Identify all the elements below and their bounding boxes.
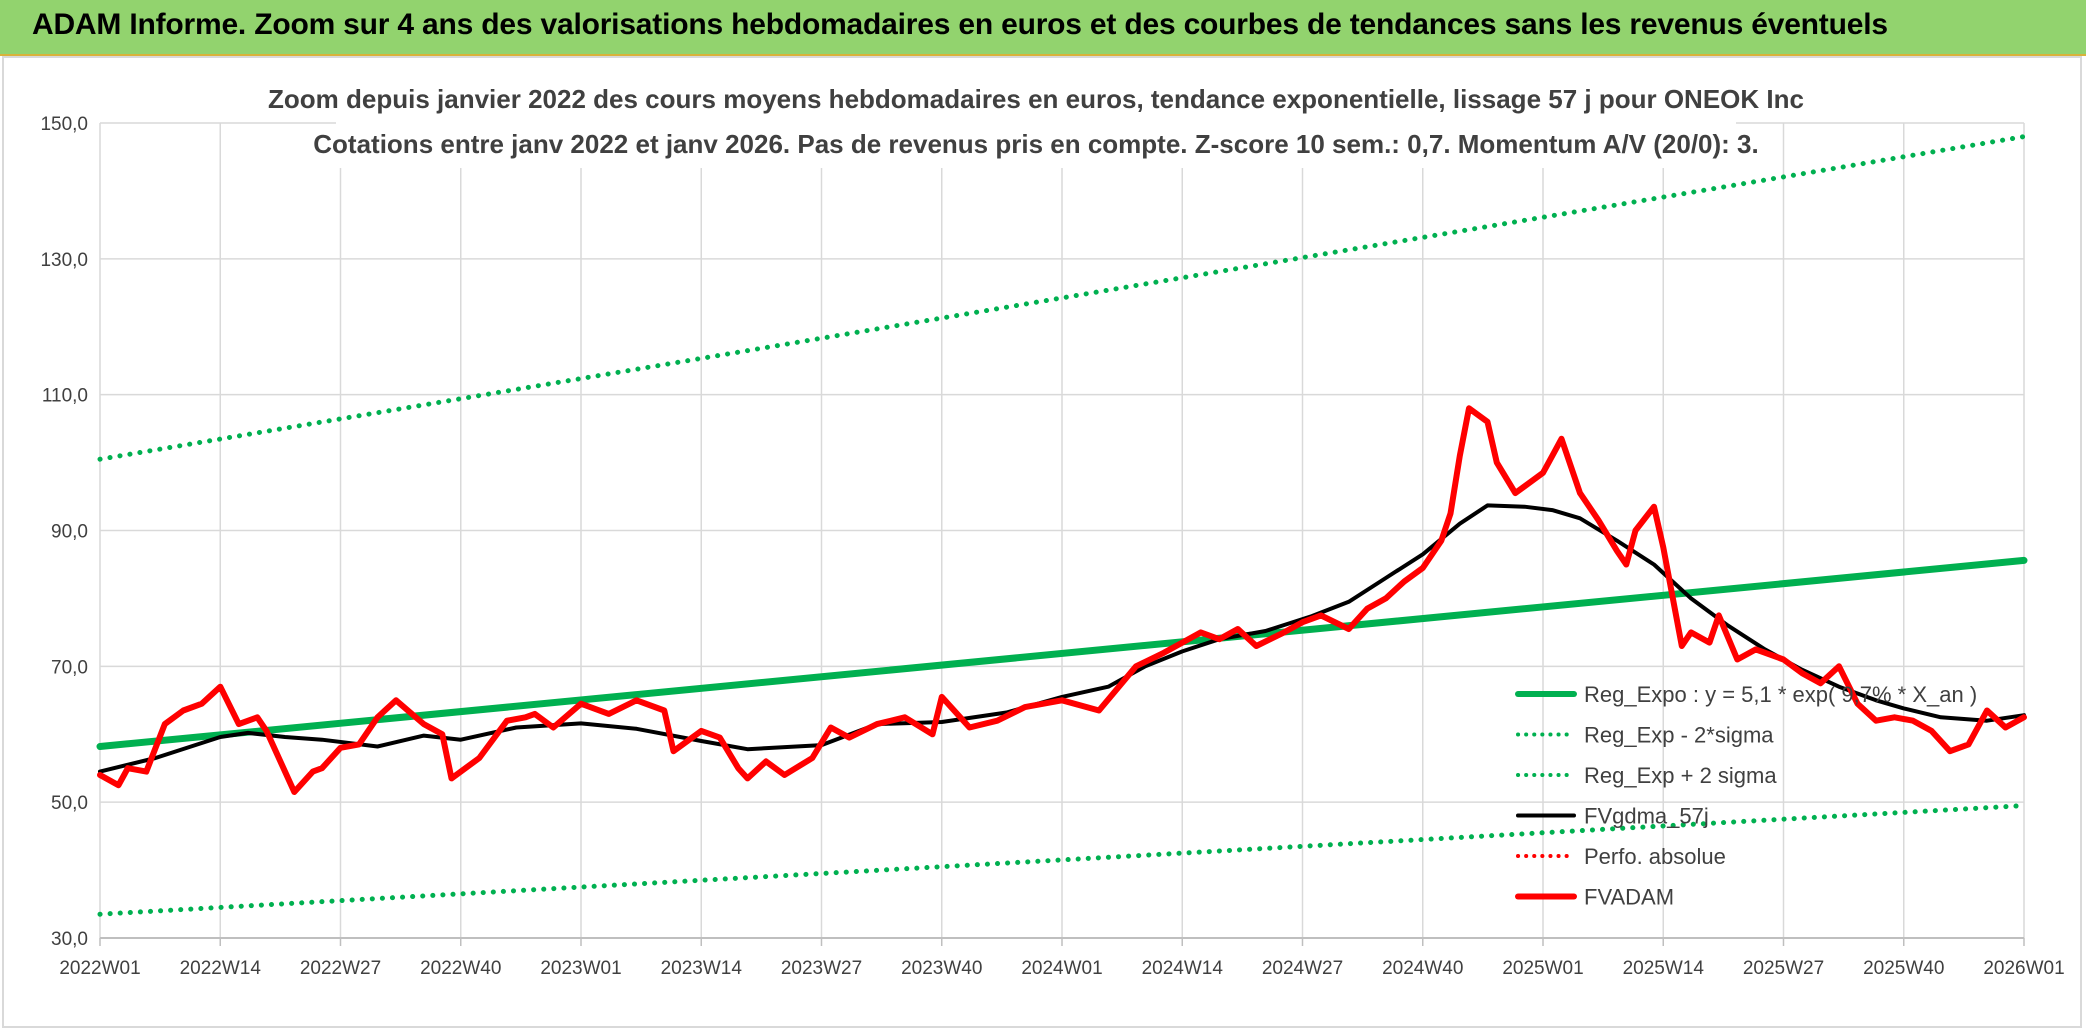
x-tick-label: 2026W01 bbox=[1983, 958, 2064, 979]
x-tick-label: 2025W14 bbox=[1623, 958, 1705, 979]
series-line-fvadam bbox=[97, 405, 2027, 795]
y-tick-label: 130,0 bbox=[40, 250, 88, 271]
chart-title: Zoom depuis janvier 2022 des cours moyen… bbox=[268, 84, 1804, 114]
series-line-reg-exp-2-sigma bbox=[97, 134, 2027, 462]
x-tick-label: 2022W01 bbox=[59, 958, 140, 979]
y-tick-label: 70,0 bbox=[51, 657, 88, 678]
series-line-reg-expo-y-5-1-exp-9-7-x-an bbox=[96, 556, 2028, 750]
banner-title: ADAM Informe. Zoom sur 4 ans des valoris… bbox=[32, 8, 1888, 41]
x-tick-label: 2024W40 bbox=[1382, 958, 1463, 979]
x-tick-label: 2023W14 bbox=[661, 958, 743, 979]
x-tick-label: 2025W27 bbox=[1743, 958, 1824, 979]
x-tick-label: 2025W01 bbox=[1502, 958, 1583, 979]
legend-entry: Reg_Exp - 2*sigma bbox=[1584, 723, 1774, 748]
grid-layer bbox=[99, 122, 2025, 939]
x-tick-label: 2023W01 bbox=[540, 958, 621, 979]
title-background bbox=[336, 78, 1736, 168]
axis-layer: 150,0 130,0 110,0 90,0 70,0 50,0 30,0 2022W01 20… bbox=[40, 114, 2064, 979]
report-banner: ADAM Informe. Zoom sur 4 ans des valoris… bbox=[0, 0, 2086, 56]
series-line-reg-exp-2-sigma bbox=[97, 803, 2027, 917]
y-tick-label: 50,0 bbox=[51, 793, 88, 814]
series-layer bbox=[96, 134, 2028, 917]
x-tick-label: 2022W14 bbox=[180, 958, 262, 979]
chart-border bbox=[2, 56, 2082, 1028]
y-tick-label: 90,0 bbox=[51, 522, 88, 543]
x-tick-label: 2022W40 bbox=[420, 958, 501, 979]
x-tick-label: 2023W40 bbox=[901, 958, 982, 979]
x-tick-label: 2022W27 bbox=[300, 958, 381, 979]
legend-entry: Perfo. absolue bbox=[1584, 844, 1726, 869]
legend-entry: Reg_Expo : y = 5,1 * exp( 9,7% * X_an ) bbox=[1584, 682, 1977, 707]
x-tick-label: 2024W27 bbox=[1262, 958, 1343, 979]
legend-entry: Reg_Exp + 2 sigma bbox=[1584, 763, 1777, 788]
chart-subtitle: Cotations entre janv 2022 et janv 2026. … bbox=[313, 129, 1758, 159]
y-tick-label: 30,0 bbox=[51, 929, 88, 950]
legend: Reg_Expo : y = 5,1 * exp( 9,7% * X_an ) R… bbox=[1515, 682, 1977, 910]
y-tick-label: 110,0 bbox=[42, 386, 88, 407]
x-tick-label: 2024W01 bbox=[1021, 958, 1102, 979]
x-tick-label: 2025W40 bbox=[1863, 958, 1944, 979]
y-tick-label: 150,0 bbox=[40, 114, 88, 135]
title-layer: Zoom depuis janvier 2022 des cours moyen… bbox=[268, 78, 1804, 168]
legend-entry: FVgdma_57j bbox=[1584, 804, 1709, 829]
legend-entry: FVADAM bbox=[1584, 885, 1674, 910]
x-tick-label: 2023W27 bbox=[781, 958, 862, 979]
x-tick-label: 2024W14 bbox=[1142, 958, 1224, 979]
